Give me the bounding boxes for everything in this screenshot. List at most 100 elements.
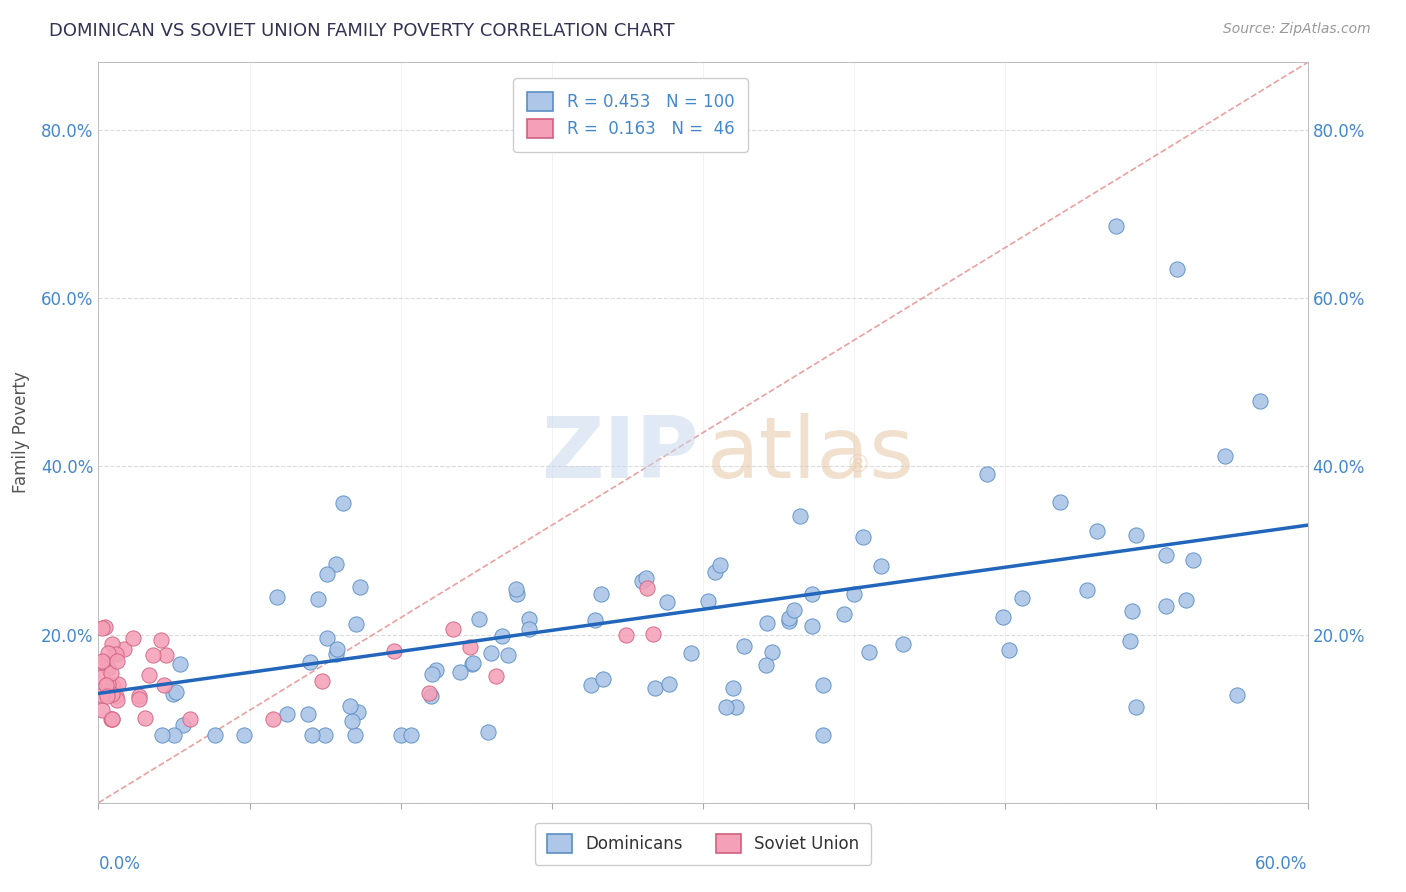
Point <box>101 712 124 726</box>
Text: Source: ZipAtlas.com: Source: ZipAtlas.com <box>1223 22 1371 37</box>
Point <box>703 566 725 580</box>
Point <box>893 637 915 651</box>
Point <box>418 686 440 700</box>
Point <box>517 622 540 636</box>
Point <box>142 648 165 662</box>
Point <box>579 678 602 692</box>
Point <box>498 648 520 662</box>
Point <box>307 591 329 606</box>
Point <box>477 725 499 739</box>
Point <box>589 587 612 601</box>
Text: ®: ® <box>845 454 870 478</box>
Point <box>468 612 491 626</box>
Point <box>172 718 194 732</box>
Point <box>105 689 128 703</box>
Point <box>636 581 658 595</box>
Point <box>461 656 484 670</box>
Text: 60.0%: 60.0% <box>1256 855 1308 872</box>
Point <box>122 632 145 646</box>
Point <box>311 674 333 689</box>
Point <box>165 684 187 698</box>
Point <box>658 677 681 691</box>
Point <box>419 690 441 704</box>
Point <box>94 678 117 692</box>
Point <box>91 703 114 717</box>
Point <box>96 690 118 704</box>
Point <box>344 617 367 632</box>
Point <box>332 496 354 510</box>
Point <box>505 582 527 596</box>
Point <box>152 678 174 692</box>
Point <box>128 691 150 706</box>
Point <box>517 611 540 625</box>
Point <box>114 641 136 656</box>
Point <box>460 640 482 654</box>
Point <box>325 642 347 657</box>
Point <box>723 681 745 696</box>
Point <box>789 509 811 524</box>
Point <box>105 648 128 662</box>
Point <box>1049 495 1071 509</box>
Point <box>101 712 124 726</box>
Point <box>179 712 201 726</box>
Point <box>869 559 891 574</box>
Point <box>162 687 184 701</box>
Point <box>162 729 184 743</box>
Point <box>314 729 336 743</box>
Point <box>844 586 866 600</box>
Text: atlas: atlas <box>707 413 915 496</box>
Point <box>349 580 371 594</box>
Point <box>1166 261 1188 276</box>
Point <box>1085 524 1108 539</box>
Point <box>233 729 256 743</box>
Point <box>107 677 129 691</box>
Text: ZIP: ZIP <box>541 413 699 496</box>
Point <box>105 693 128 707</box>
Point <box>709 558 731 572</box>
Point <box>1213 449 1236 463</box>
Point <box>399 729 422 743</box>
Y-axis label: Family Poverty: Family Poverty <box>11 372 30 493</box>
Point <box>505 587 527 601</box>
Point <box>262 712 284 726</box>
Point <box>138 668 160 682</box>
Point <box>491 629 513 643</box>
Point <box>297 707 319 722</box>
Point <box>91 670 114 684</box>
Point <box>583 613 606 627</box>
Point <box>1119 634 1142 648</box>
Point <box>725 699 748 714</box>
Point <box>644 681 666 695</box>
Point <box>485 669 508 683</box>
Point <box>631 574 654 588</box>
Point <box>155 648 177 662</box>
Point <box>991 610 1014 624</box>
Point <box>150 633 173 648</box>
Point <box>301 729 323 743</box>
Point <box>1226 688 1249 702</box>
Point <box>325 557 347 571</box>
Point <box>100 712 122 726</box>
Point <box>100 665 122 680</box>
Point <box>697 593 720 607</box>
Point <box>325 647 347 661</box>
Point <box>834 607 856 622</box>
Point <box>100 688 122 702</box>
Point <box>592 672 614 686</box>
Point <box>657 594 679 608</box>
Point <box>105 655 128 669</box>
Point <box>1182 553 1205 567</box>
Point <box>1121 604 1143 618</box>
Legend: Dominicans, Soviet Union: Dominicans, Soviet Union <box>536 822 870 865</box>
Point <box>976 467 998 481</box>
Point <box>204 729 226 743</box>
Point <box>681 646 703 660</box>
Point <box>755 657 778 672</box>
Point <box>1125 699 1147 714</box>
Point <box>384 644 406 658</box>
Point <box>97 677 120 691</box>
Point <box>441 623 464 637</box>
Point <box>91 654 114 668</box>
Point <box>801 618 824 632</box>
Point <box>1175 593 1198 607</box>
